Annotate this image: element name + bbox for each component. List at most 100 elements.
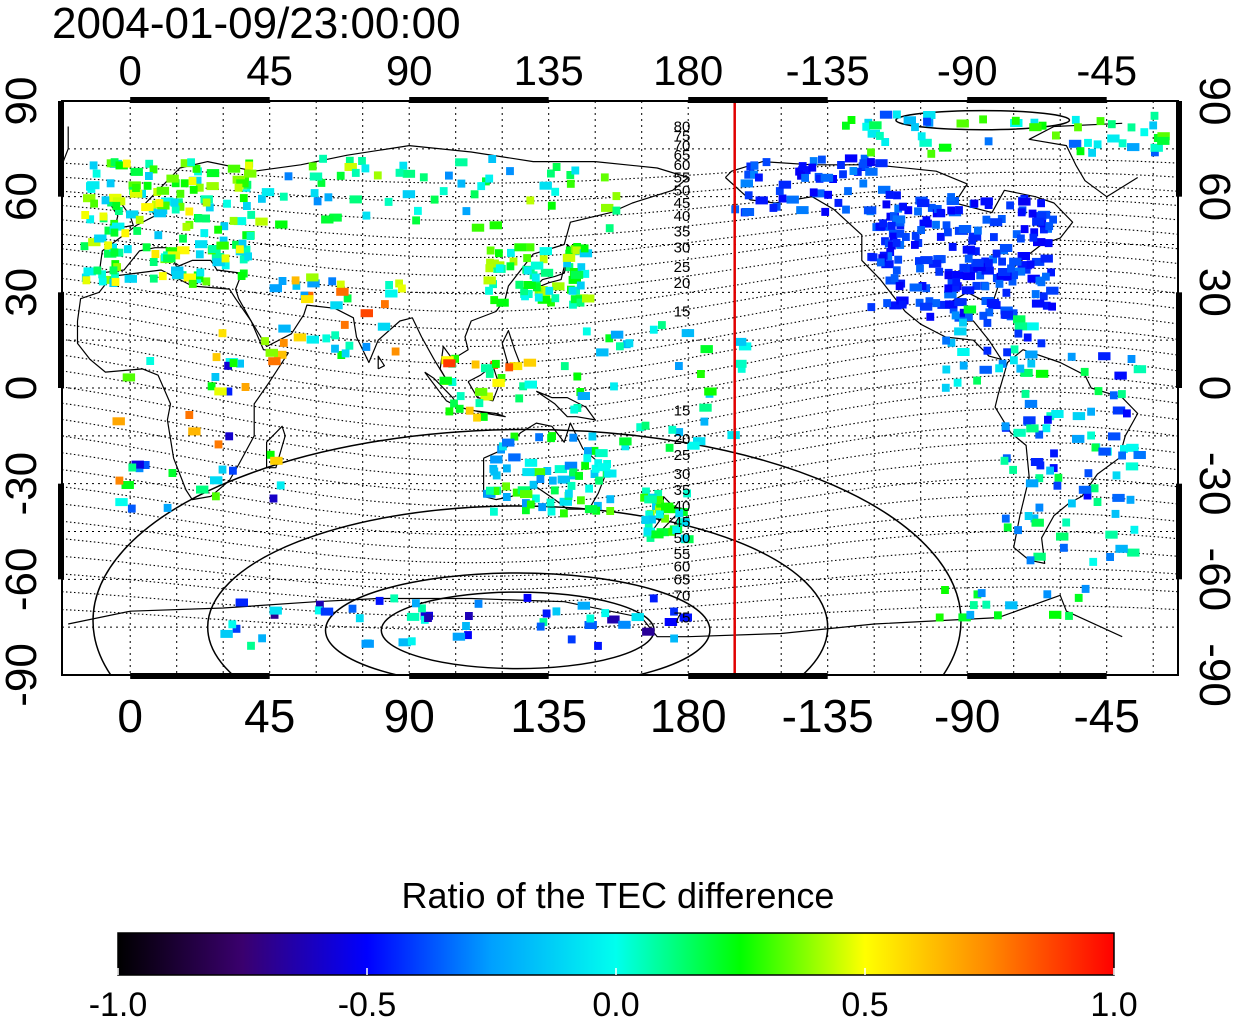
tec-cell	[362, 342, 371, 351]
tec-cell	[258, 194, 266, 203]
tec-cell	[471, 360, 480, 369]
tec-cell	[171, 270, 185, 279]
contour-label: 65	[674, 147, 691, 164]
lon-tick-label-bottom: 135	[510, 690, 587, 742]
tec-cell	[486, 258, 494, 267]
tec-cell	[1035, 369, 1049, 378]
tec-cell	[1115, 544, 1128, 553]
tec-cell	[1108, 432, 1121, 441]
tec-cell	[786, 195, 799, 204]
tec-cell	[492, 378, 505, 387]
tec-cell	[769, 203, 778, 212]
tec-cell	[344, 163, 357, 171]
tec-cell	[1078, 485, 1092, 494]
contour-label: 75	[674, 610, 691, 627]
tec-cell	[112, 222, 125, 231]
tec-cell	[1050, 449, 1058, 458]
tec-cell	[646, 533, 655, 542]
tec-cell	[211, 253, 225, 261]
tec-cell	[1157, 132, 1170, 141]
tec-cell	[949, 305, 958, 314]
tec-cell	[896, 229, 905, 238]
tec-cell	[510, 432, 519, 441]
tec-cell	[995, 364, 1003, 373]
tec-cell	[276, 481, 285, 490]
tec-cell	[206, 169, 220, 178]
tec-cell	[1056, 532, 1069, 541]
tec-cell	[680, 534, 689, 543]
tec-cell	[502, 438, 515, 447]
tec-cell	[314, 606, 323, 615]
tec-cell	[859, 159, 872, 168]
lat-tick-label-right: -90	[1190, 643, 1239, 707]
tec-cell	[122, 373, 136, 382]
lat-tick-label-right: -30	[1190, 452, 1239, 516]
tec-cell	[1074, 123, 1082, 132]
tec-cell	[947, 193, 955, 202]
tec-cell	[584, 505, 598, 514]
tec-cell	[1010, 356, 1018, 365]
contour-label: 65	[674, 571, 691, 588]
tec-cell	[1025, 350, 1038, 359]
tec-cell	[141, 203, 154, 212]
tec-cell	[495, 249, 503, 258]
tec-cell	[535, 433, 543, 442]
lon-tick-label-top: -90	[937, 47, 998, 94]
tec-cell	[842, 121, 850, 130]
lon-tick-label-top: 0	[119, 47, 142, 94]
tec-cell	[564, 461, 578, 470]
tec-cell	[675, 362, 683, 370]
tec-cell	[644, 520, 653, 529]
tec-cell	[974, 226, 982, 235]
tec-cell	[1014, 322, 1028, 331]
tec-cell	[562, 253, 576, 262]
tec-cell	[610, 330, 624, 339]
tec-cell	[937, 300, 950, 309]
tec-cell	[567, 635, 576, 644]
border-bar-right	[1176, 483, 1182, 580]
tec-cell	[107, 198, 115, 207]
tec-cell	[351, 168, 360, 177]
tec-cell	[1031, 257, 1045, 266]
tec-cell	[212, 258, 225, 267]
tec-cell	[223, 199, 231, 208]
tec-cell	[129, 189, 143, 198]
tec-cell	[809, 188, 818, 197]
tec-cell	[279, 338, 288, 347]
tec-cell	[319, 154, 327, 163]
tec-cell	[214, 225, 222, 234]
tec-cell	[232, 240, 240, 249]
tec-cell	[985, 308, 994, 317]
tec-cell	[232, 624, 241, 633]
tec-cell	[261, 188, 275, 197]
tec-cell	[398, 638, 411, 647]
contour-label: 45	[674, 514, 691, 531]
tec-cell	[1130, 525, 1139, 534]
tec-cell	[675, 509, 684, 518]
tec-cell	[531, 273, 540, 282]
tec-cell	[1014, 329, 1023, 338]
tec-cell	[867, 303, 876, 312]
colorbar-tick-label: -1.0	[89, 986, 148, 1024]
tec-cell	[895, 282, 904, 291]
tec-cell	[163, 254, 176, 263]
tec-cell	[1149, 121, 1158, 130]
tec-cell	[112, 201, 121, 210]
tec-cell	[270, 456, 283, 465]
tec-cell	[925, 297, 934, 306]
tec-cell	[349, 195, 362, 204]
tec-cell	[83, 267, 96, 276]
tec-cell	[693, 437, 706, 446]
tec-cell	[419, 173, 428, 182]
tec-cell	[106, 159, 115, 168]
tec-cell	[641, 421, 650, 430]
tec-cell	[878, 254, 887, 263]
tec-cell	[309, 172, 323, 181]
tec-cell	[1060, 543, 1068, 552]
tec-cell	[1067, 352, 1076, 361]
tec-cell	[894, 255, 903, 264]
tec-cell	[111, 272, 119, 281]
tec-cell	[755, 196, 768, 205]
border-bar-bottom	[409, 673, 549, 679]
tec-cell	[932, 299, 941, 308]
